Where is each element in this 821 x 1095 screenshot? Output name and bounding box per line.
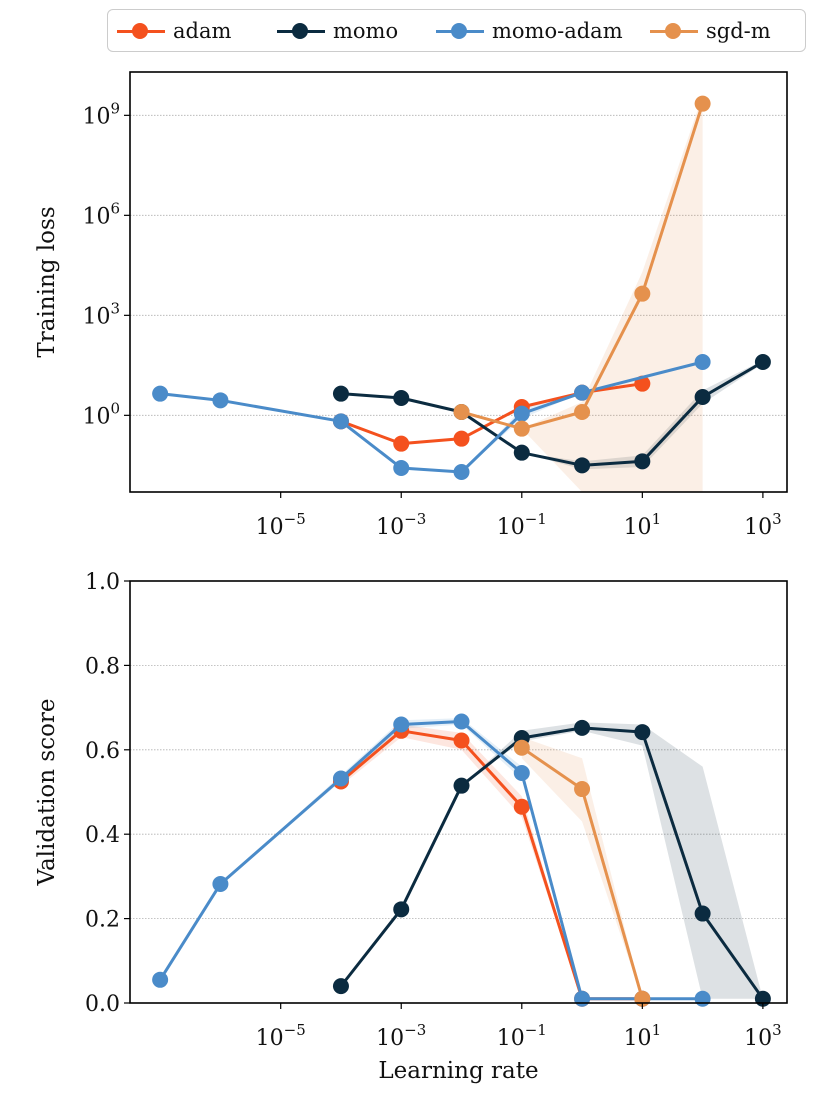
series-line-momo <box>339 726 765 1000</box>
x-tick-label: 101 <box>624 1021 662 1051</box>
chart-panel-1: 10−5 10−3 10−1 101 103 100 103 106 109 Training l… <box>34 71 788 540</box>
y-tick-label: 109 <box>82 99 120 129</box>
point-momo-adam <box>393 716 410 733</box>
x-tick-label: 103 <box>744 1021 782 1051</box>
point-momo-adam <box>212 875 229 892</box>
x-axis-label: Learning rate <box>378 1058 538 1084</box>
legend-item-momo-adam: momo-adam <box>430 9 623 52</box>
point-adam <box>513 798 530 815</box>
legend-swatch <box>271 9 327 52</box>
point-momo <box>634 724 651 741</box>
x-tick-label: 103 <box>744 510 782 540</box>
x-tick-label: 101 <box>624 510 662 540</box>
series-line-momo <box>340 360 764 467</box>
y-tick-label: 0.2 <box>85 908 120 933</box>
point-momo-adam <box>694 354 711 370</box>
legend-item-momo: momo <box>271 9 398 52</box>
x-tick-label: 10−1 <box>497 1021 547 1051</box>
point-adam <box>453 430 470 447</box>
y-axis-label: Training loss <box>34 206 60 357</box>
point-momo <box>574 719 591 736</box>
band-momo <box>340 360 763 470</box>
series-line-momo-adam <box>158 720 703 1001</box>
y-tick-label: 0.0 <box>85 992 120 1017</box>
x-tick-label: 10−3 <box>376 1021 426 1051</box>
y-tick-label: 106 <box>82 199 120 229</box>
axes-frame <box>129 71 788 493</box>
x-tick-label: 10−1 <box>497 510 547 540</box>
point-sgd-m <box>453 404 470 420</box>
point-momo <box>393 901 410 918</box>
point-momo-adam <box>393 460 410 476</box>
y-tick-label: 0.6 <box>85 739 120 764</box>
legend-label: adam <box>173 18 232 43</box>
point-momo <box>574 457 591 474</box>
band-sgd-m <box>461 95 703 492</box>
point-momo-adam <box>513 765 530 782</box>
point-momo <box>453 777 470 794</box>
legend-swatch <box>111 9 167 52</box>
legend-label: sgd-m <box>706 18 771 43</box>
point-momo <box>332 978 349 995</box>
point-momo-adam <box>453 464 470 480</box>
band-momo-adam <box>160 718 703 999</box>
axes-frame <box>129 580 788 1004</box>
y-tick-label: 0.8 <box>85 654 120 679</box>
point-sgd-m <box>513 420 530 437</box>
band-momo <box>340 722 763 999</box>
point-sgd-m <box>694 95 711 112</box>
point-momo-adam <box>152 971 169 988</box>
y-tick-label: 100 <box>82 399 120 429</box>
point-momo <box>513 444 530 461</box>
x-tick-label: 10−3 <box>376 510 426 540</box>
legend-label: momo <box>333 18 399 43</box>
point-momo-adam <box>574 384 591 401</box>
chart-panel-2: 10−5 10−3 10−1 101 103 0.0 0.2 0.4 0.6 0.8 1.0 Vali… <box>34 570 788 1084</box>
point-adam <box>393 435 410 452</box>
point-adam <box>453 732 470 749</box>
point-momo <box>694 389 711 405</box>
point-momo <box>393 390 410 406</box>
point-momo-adam <box>453 713 470 730</box>
point-momo <box>634 453 651 470</box>
point-momo <box>754 354 771 370</box>
point-momo-adam <box>694 990 711 1007</box>
x-tick-label: 10−5 <box>256 510 306 540</box>
point-sgd-m <box>513 739 530 756</box>
point-momo <box>332 385 349 402</box>
legend-swatch <box>644 9 700 52</box>
point-momo-adam <box>152 385 169 402</box>
legend-label: momo-adam <box>492 18 623 43</box>
legend-item-sgd-m: sgd-m <box>644 9 771 52</box>
point-momo-adam <box>332 770 349 787</box>
point-sgd-m <box>634 285 651 302</box>
point-momo-adam <box>574 990 591 1007</box>
y-tick-label: 103 <box>82 299 120 329</box>
point-momo-adam <box>332 413 349 430</box>
point-sgd-m <box>574 404 591 420</box>
point-momo-adam <box>212 392 229 409</box>
y-tick-label: 0.4 <box>85 823 120 848</box>
point-momo <box>694 905 711 922</box>
legend-item-adam: adam <box>111 9 231 52</box>
series-line-momo-adam <box>159 360 703 474</box>
x-tick-label: 10−5 <box>256 1021 306 1051</box>
y-axis-label: Validation score <box>34 698 60 886</box>
point-momo-adam <box>513 405 530 422</box>
y-tick-label: 1.0 <box>85 570 120 595</box>
legend-swatch <box>430 9 486 52</box>
point-sgd-m <box>574 781 591 798</box>
